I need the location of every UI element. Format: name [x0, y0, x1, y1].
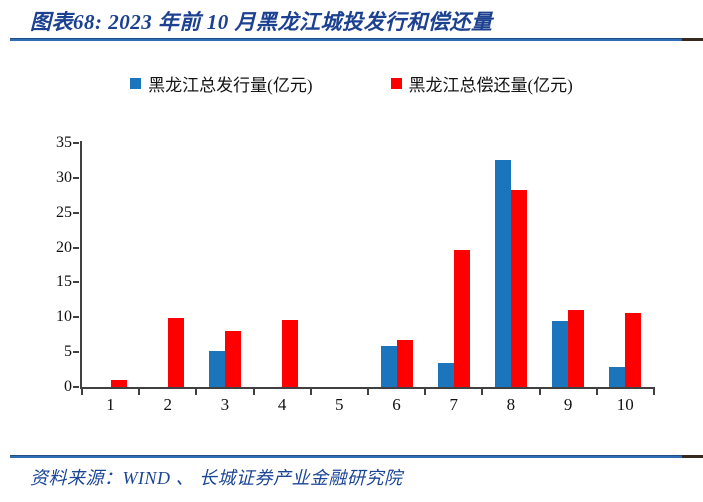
bar-issuance-month-7 [437, 363, 454, 387]
divider-dark-tip [682, 38, 703, 41]
legend-item-issuance: 黑龙江总发行量(亿元) [130, 71, 313, 96]
x-axis-label: 5 [335, 395, 344, 414]
y-axis-tick [73, 211, 79, 214]
y-axis-tick [73, 316, 79, 319]
bar-repayment-month-1 [110, 380, 127, 387]
x-axis-line [80, 387, 655, 389]
x-axis-tick [81, 389, 83, 395]
y-axis-tick [73, 351, 79, 354]
page-title: 图表68: 2023 年前 10 月黑龙江城投发行和偿还量 [30, 10, 493, 34]
legend-swatch-blue [130, 78, 142, 89]
bar-repayment-month-7 [453, 250, 470, 387]
y-axis-line [80, 141, 82, 389]
y-axis-label: 20 [56, 238, 72, 256]
x-axis-tick [538, 389, 541, 395]
y-axis-tick [73, 281, 79, 284]
bar-issuance-month-10 [609, 367, 626, 387]
y-axis-tick [73, 142, 79, 144]
bar-repayment-month-2 [167, 318, 184, 387]
x-axis-label: 10 [616, 395, 634, 414]
bar-issuance-month-8 [495, 160, 511, 387]
x-axis-label: 3 [220, 395, 230, 414]
y-axis-tick [73, 386, 79, 388]
x-axis-label: 2 [163, 395, 172, 414]
x-axis-label: 7 [449, 395, 458, 414]
bar-repayment-month-3 [225, 331, 241, 387]
bar-repayment-month-9 [568, 310, 585, 387]
bar-repayment-month-6 [396, 340, 413, 387]
x-axis-label: 1 [106, 395, 115, 414]
divider-dark-tip [682, 455, 703, 458]
y-axis-label: 25 [56, 203, 72, 221]
x-axis-tick [195, 389, 198, 395]
bar-repayment-month-4 [282, 320, 299, 387]
x-axis-tick [367, 389, 369, 395]
x-axis-tick [653, 389, 655, 395]
bar-chart-plot-area: 0 5 10 15 20 25 30 35 1 2 3 4 5 6 7 8 9 10 [56, 134, 655, 414]
y-axis-label: 30 [56, 168, 72, 186]
x-axis-tick [481, 389, 484, 395]
y-axis-label: 35 [56, 134, 72, 151]
y-axis-label: 0 [64, 378, 72, 395]
x-axis-tick [252, 389, 255, 395]
legend-item-repayment: 黑龙江总偿还量(亿元) [390, 71, 573, 96]
y-axis-label: 15 [56, 273, 72, 291]
legend-label-issuance: 黑龙江总发行量(亿元) [148, 76, 313, 95]
y-axis-label: 5 [64, 343, 72, 361]
bar-issuance-month-3 [209, 351, 225, 387]
legend-label-repayment: 黑龙江总偿还量(亿元) [408, 76, 573, 95]
chart-legend: 黑龙江总发行量(亿元) 黑龙江总偿还量(亿元) [0, 71, 703, 96]
x-axis-label: 6 [392, 395, 401, 414]
source-note: 资料来源：WIND 、 长城证券产业金融研究院 [30, 468, 403, 488]
x-axis-tick [138, 389, 141, 395]
y-axis-tick [73, 246, 79, 249]
x-axis-label: 9 [563, 395, 573, 414]
x-axis-tick [424, 389, 427, 395]
x-axis-tick [309, 389, 312, 395]
x-axis-label: 8 [506, 395, 516, 414]
x-axis-label: 4 [277, 395, 287, 414]
legend-swatch-red [390, 78, 402, 89]
y-axis-label: 10 [56, 308, 72, 326]
bar-repayment-month-10 [625, 313, 642, 387]
bar-repayment-month-8 [511, 190, 527, 387]
footer-divider-line [10, 455, 703, 458]
y-axis-tick [73, 176, 79, 179]
bar-issuance-month-6 [380, 346, 397, 387]
title-divider-line [10, 38, 703, 41]
bar-issuance-month-9 [552, 321, 569, 387]
x-axis-tick [595, 389, 598, 395]
